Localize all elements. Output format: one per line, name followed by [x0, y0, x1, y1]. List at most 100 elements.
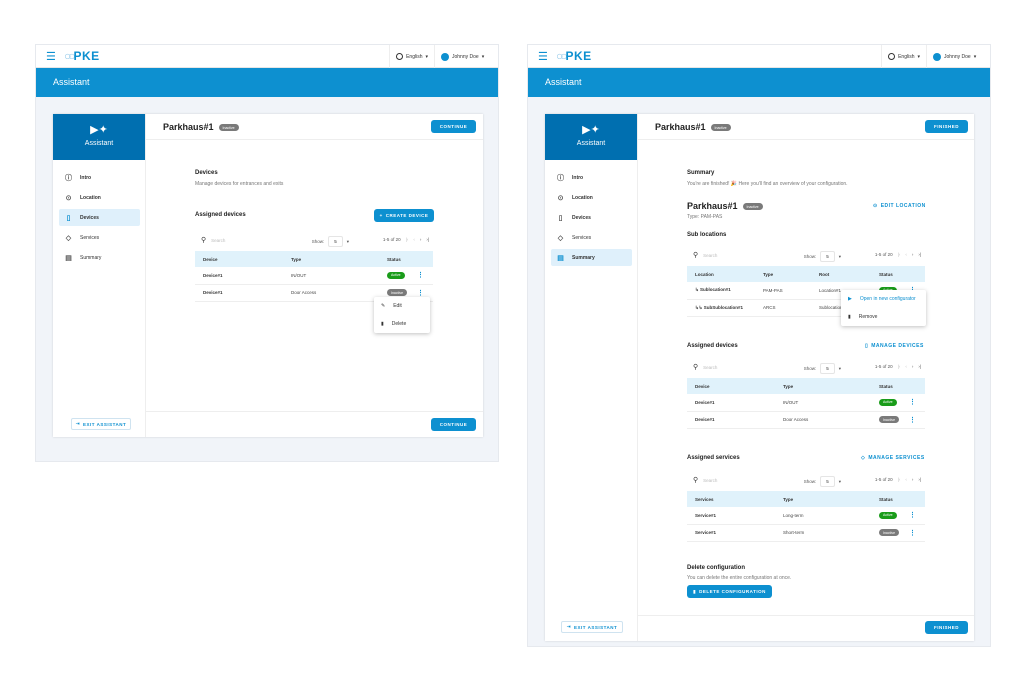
- sidebar-item-devices[interactable]: ▯ Devices: [551, 209, 632, 226]
- last-page-icon[interactable]: ›|: [918, 477, 921, 482]
- table-row[interactable]: Service#1 Long-term Active ⋮: [687, 507, 925, 525]
- more-vert-icon[interactable]: ⋮: [909, 416, 916, 424]
- table-row[interactable]: Device#1 IN/OUT Active ⋮: [687, 394, 925, 412]
- continue-button-bottom[interactable]: CONTINUE: [431, 418, 476, 431]
- first-page-icon[interactable]: |‹: [897, 252, 901, 257]
- more-vert-icon[interactable]: ⋮: [909, 529, 916, 537]
- last-page-icon[interactable]: ›|: [918, 252, 921, 257]
- language-label: English: [406, 53, 423, 60]
- continue-button[interactable]: CONTINUE: [431, 120, 476, 133]
- exit-icon: ⇥: [566, 624, 571, 629]
- pagination: 1-5 of 20 |‹ ‹ › ›|: [383, 237, 429, 242]
- first-page-icon[interactable]: |‹: [897, 477, 901, 482]
- page-size-select[interactable]: 5: [328, 236, 343, 247]
- first-page-icon[interactable]: |‹: [897, 364, 901, 369]
- next-page-icon[interactable]: ›: [911, 364, 914, 369]
- next-page-icon[interactable]: ›: [911, 477, 914, 482]
- sidebar-item-intro[interactable]: ⓘ Intro: [551, 169, 632, 186]
- more-vert-icon[interactable]: ⋮: [417, 272, 424, 280]
- more-vert-icon[interactable]: ⋮: [909, 399, 916, 407]
- manage-services-link[interactable]: ◇ MANAGE SERVICES: [861, 455, 925, 461]
- sidebar-item-intro[interactable]: ⓘ Intro: [59, 169, 140, 186]
- menu-label: Remove: [858, 314, 878, 320]
- pagination: 1-5 of 20 |‹ ‹ › ›|: [875, 477, 921, 482]
- user-name: Johnny Doe: [944, 53, 971, 60]
- show-label: Show:: [803, 254, 817, 259]
- prev-page-icon[interactable]: ‹: [905, 364, 907, 369]
- divider: [146, 139, 483, 140]
- menu-label: Edit: [393, 303, 402, 309]
- search-input[interactable]: Search: [703, 477, 718, 483]
- status-cell: Active: [871, 398, 925, 406]
- sidebar-item-services[interactable]: ◇ Services: [59, 229, 140, 246]
- sidebar-item-devices[interactable]: ▯ Devices: [59, 209, 140, 226]
- exit-assistant-button[interactable]: ⇥ EXIT ASSISTANT: [71, 418, 131, 430]
- table-header: Services Type Status: [687, 491, 925, 507]
- table-toolbar: ⚲ Search Show: 5 ▾ 1-5 of 20 |‹ ‹ › ›|: [195, 233, 433, 247]
- user-menu[interactable]: Johnny Doe ▾: [926, 45, 990, 68]
- sidebar-item-summary[interactable]: ▤ Summary: [59, 249, 140, 266]
- search-input[interactable]: Search: [703, 252, 718, 258]
- last-page-icon[interactable]: ›|: [426, 237, 429, 242]
- nav-label: Services: [80, 234, 100, 241]
- next-page-icon[interactable]: ›: [419, 237, 422, 242]
- table-toolbar: ⚲ Search Show: 5 ▾ 1-5 of 20 |‹ ‹ › ›|: [687, 248, 925, 262]
- device-icon: ▯: [558, 214, 563, 222]
- status-badge: Active: [879, 398, 897, 406]
- finished-button-bottom[interactable]: FINISHED: [925, 621, 968, 634]
- finished-button[interactable]: FINISHED: [925, 120, 968, 133]
- language-select[interactable]: English ▾: [881, 45, 926, 68]
- more-vert-icon[interactable]: ⋮: [417, 289, 424, 297]
- search-input[interactable]: Search: [703, 364, 718, 370]
- menu-icon[interactable]: ☰: [538, 51, 548, 63]
- menu-item-delete[interactable]: ▮ Delete: [374, 315, 430, 333]
- exit-label: EXIT ASSISTANT: [83, 421, 127, 427]
- menu-item-edit[interactable]: ✎ Edit: [374, 297, 430, 315]
- page-banner: Assistant: [528, 68, 990, 97]
- more-vert-icon[interactable]: ⋮: [909, 512, 916, 520]
- caret-icon: ▾: [481, 53, 485, 60]
- logo[interactable]: ○○PKE: [64, 49, 100, 63]
- table-row[interactable]: Service#1 Short-term Inactive ⋮: [687, 525, 925, 542]
- table-cell: Device#1: [695, 399, 715, 405]
- page-range: 1-5 of 20: [382, 237, 401, 242]
- exit-assistant-button[interactable]: ⇥ EXIT ASSISTANT: [561, 621, 623, 633]
- sidebar-item-services[interactable]: ◇ Services: [551, 229, 632, 246]
- section-title: Devices: [195, 170, 218, 176]
- table-row[interactable]: Device#1 Door Access Inactive ⋮: [195, 285, 433, 302]
- user-menu[interactable]: Johnny Doe ▾: [434, 45, 498, 68]
- status-badge: Active: [387, 271, 405, 279]
- assistant-card: ▶✦ Assistant ⓘ Intro ⊙ Location ▯ Devices ◇ S…: [53, 114, 483, 437]
- table-cell: ARCS: [763, 305, 776, 311]
- prev-page-icon[interactable]: ‹: [905, 252, 907, 257]
- prev-page-icon[interactable]: ‹: [905, 477, 907, 482]
- sidebar-title: Assistant: [576, 140, 606, 147]
- page-size-select[interactable]: 5: [820, 476, 835, 487]
- status-cell: Inactive: [871, 416, 925, 424]
- language-select[interactable]: English ▾: [389, 45, 434, 68]
- table-row[interactable]: Device#1 IN/OUT Active ⋮: [195, 267, 433, 285]
- manage-devices-link[interactable]: ▯ MANAGE DEVICES: [865, 343, 924, 349]
- menu-item-remove[interactable]: ▮ Remove: [841, 308, 926, 326]
- sidebar-item-summary[interactable]: ▤ Summary: [551, 249, 632, 266]
- plus-icon: +: [379, 213, 383, 218]
- pin-icon: ⊙: [65, 194, 72, 202]
- menu-icon[interactable]: ☰: [46, 51, 56, 63]
- logo[interactable]: ○○PKE: [556, 49, 592, 63]
- sidebar-item-location[interactable]: ⊙ Location: [551, 189, 632, 206]
- page-size-select[interactable]: 5: [820, 251, 835, 262]
- page-size-select[interactable]: 5: [820, 363, 835, 374]
- table-cell: Device#1: [203, 290, 223, 296]
- edit-location-link[interactable]: ⊙ EDIT LOCATION: [873, 203, 926, 209]
- menu-item-open-configurator[interactable]: ▶ Open in new configurator: [841, 290, 926, 308]
- prev-page-icon[interactable]: ‹: [413, 237, 415, 242]
- page-size-control: Show: 5 ▾: [804, 476, 841, 487]
- sidebar-item-location[interactable]: ⊙ Location: [59, 189, 140, 206]
- delete-configuration-button[interactable]: ▮ DELETE CONFIGURATION: [687, 585, 772, 598]
- first-page-icon[interactable]: |‹: [405, 237, 409, 242]
- table-row[interactable]: Device#1 Door Access Inactive ⋮: [687, 412, 925, 429]
- next-page-icon[interactable]: ›: [911, 252, 914, 257]
- search-input[interactable]: Search: [211, 237, 226, 243]
- create-device-button[interactable]: + CREATE DEVICE: [374, 209, 434, 222]
- last-page-icon[interactable]: ›|: [918, 364, 921, 369]
